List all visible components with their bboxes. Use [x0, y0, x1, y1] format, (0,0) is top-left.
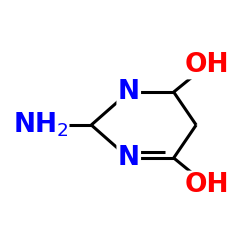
Text: OH: OH	[184, 172, 229, 198]
Text: OH: OH	[184, 52, 229, 78]
Text: N: N	[118, 145, 140, 171]
Text: N: N	[118, 79, 140, 105]
Text: NH$_2$: NH$_2$	[12, 111, 68, 139]
